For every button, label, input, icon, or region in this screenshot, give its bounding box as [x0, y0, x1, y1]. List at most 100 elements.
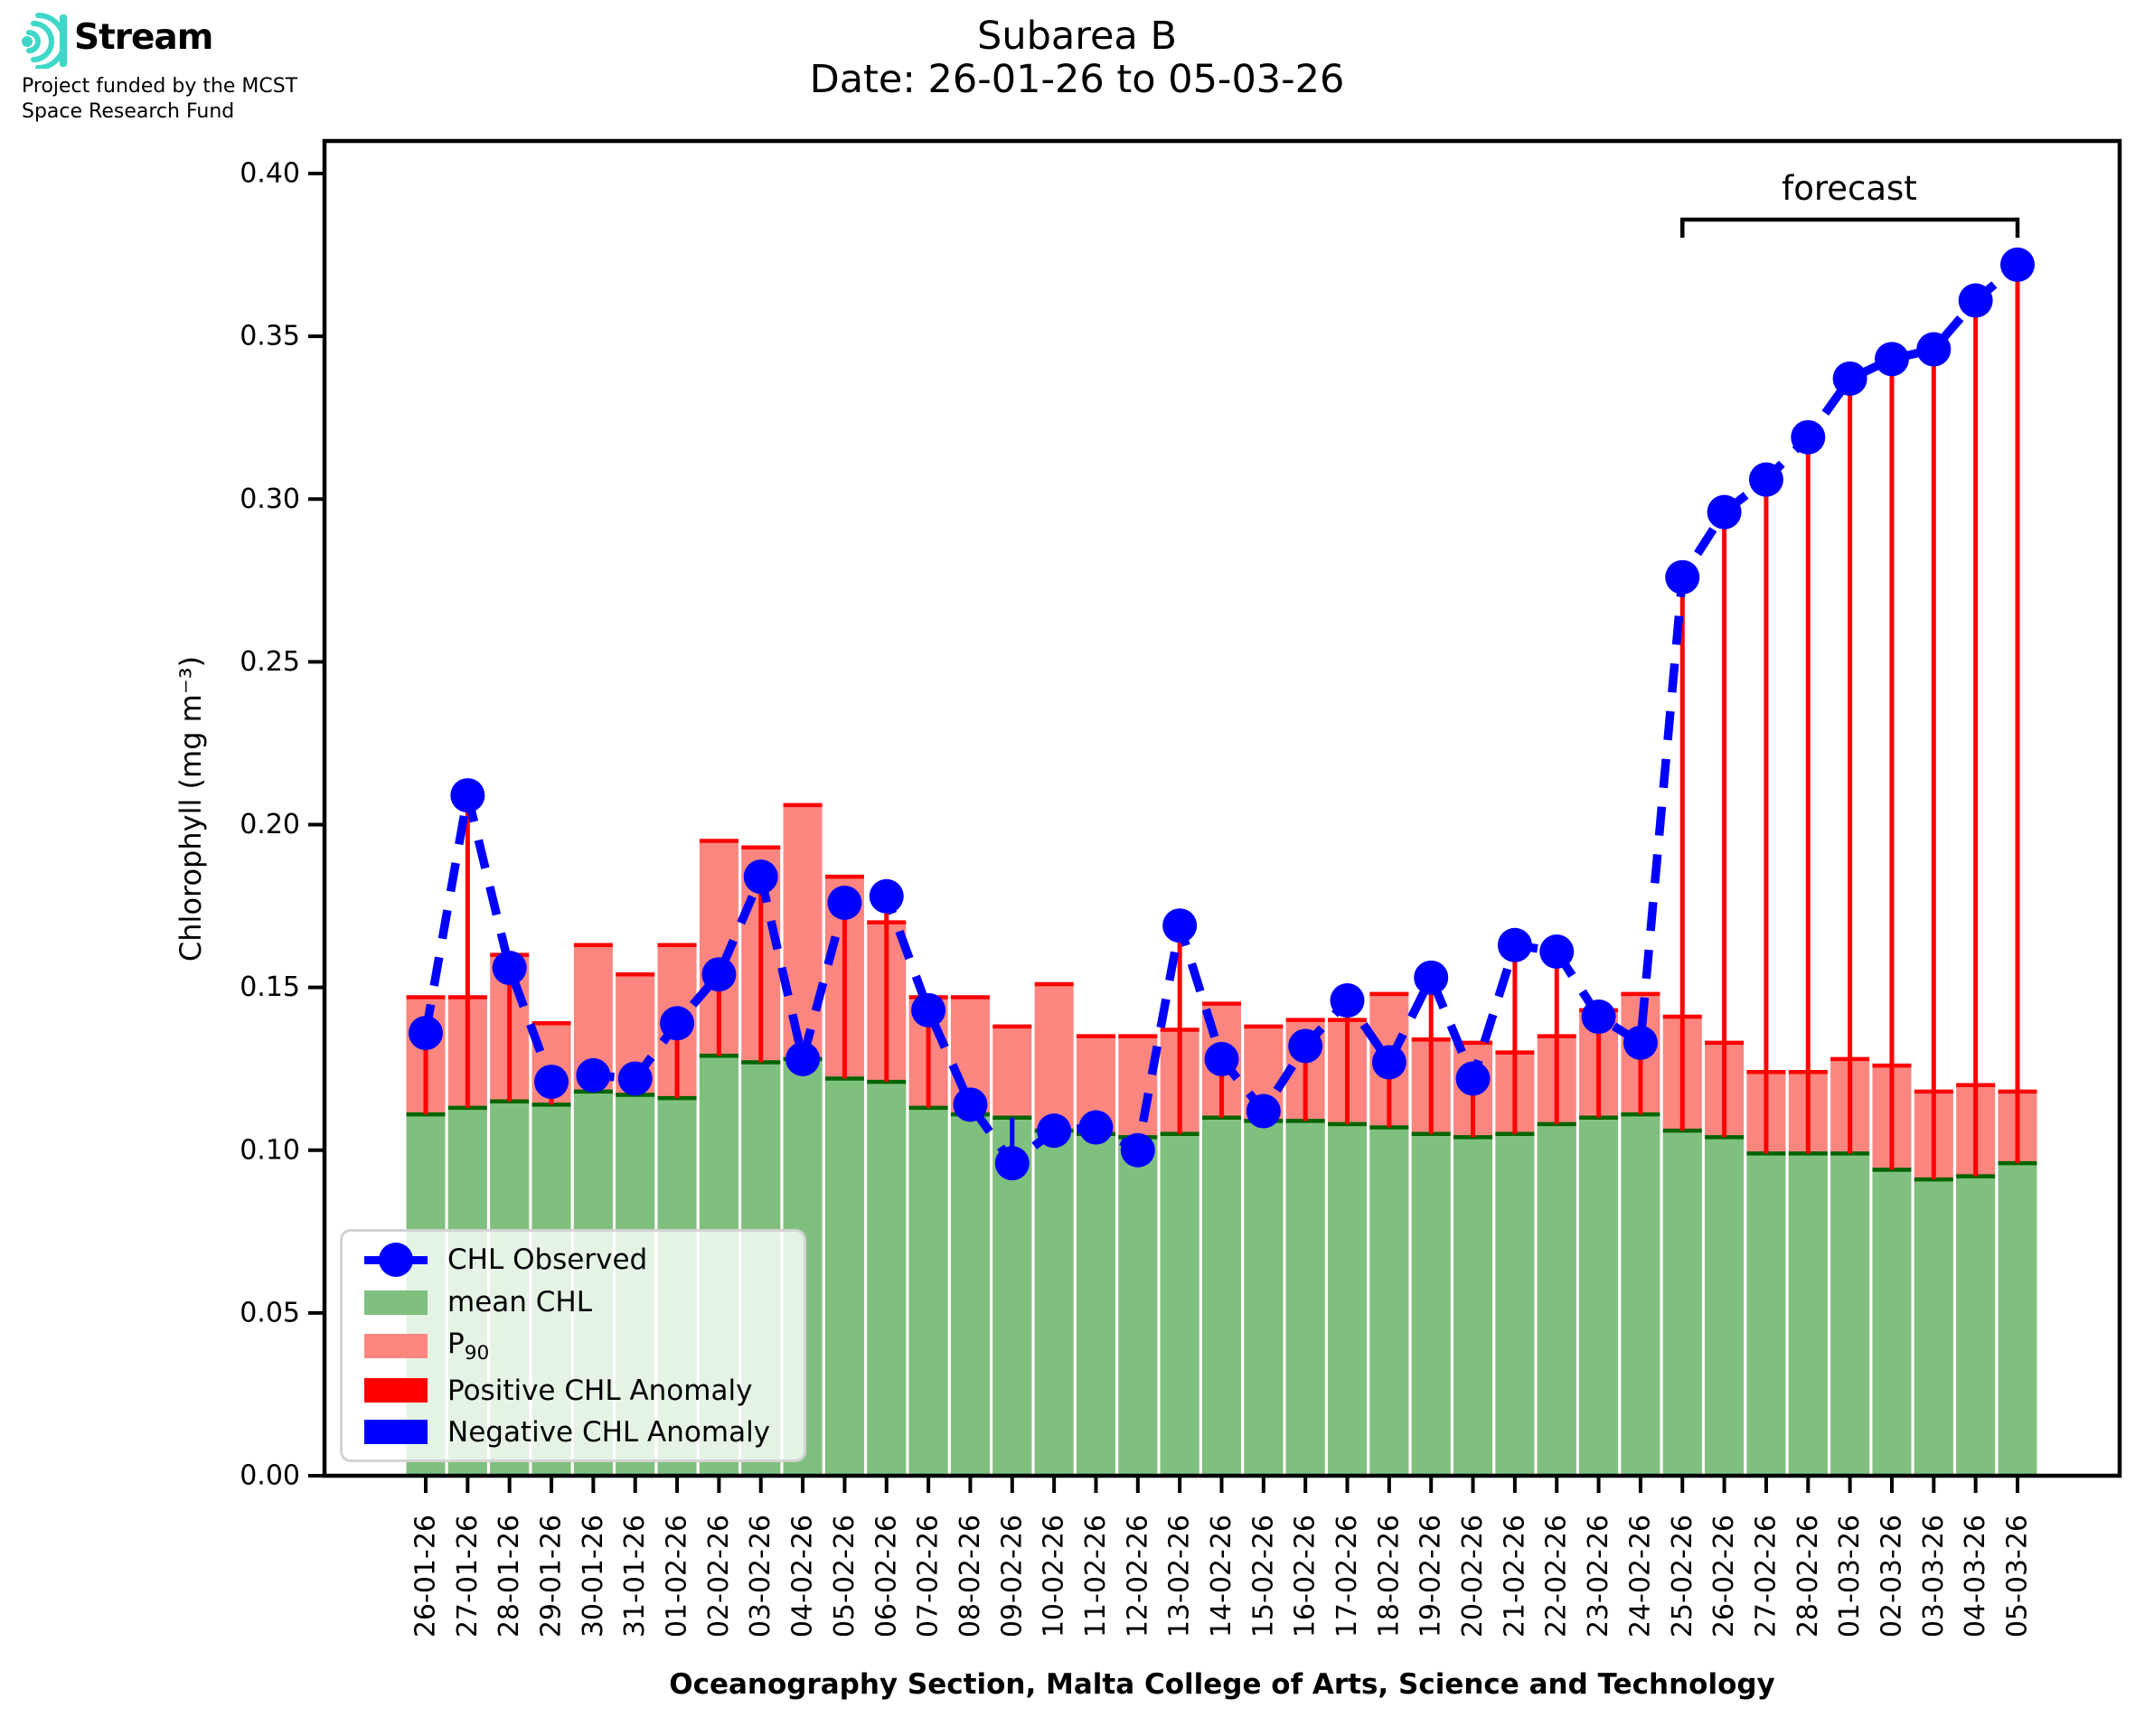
observed-dot: [1707, 494, 1742, 530]
legend-item-p90: P90: [343, 1328, 804, 1365]
x-tick-label: 26-02-26: [1708, 1515, 1740, 1637]
y-tick-label: 0.35: [240, 321, 300, 352]
y-tick-label: 0.30: [240, 483, 300, 515]
x-tick-label: 05-03-26: [2002, 1515, 2034, 1637]
x-tick-label: 16-02-26: [1290, 1515, 1322, 1637]
legend-label-negative: Negative CHL Anomaly: [447, 1415, 771, 1449]
x-tick-label: 03-03-26: [1918, 1515, 1950, 1637]
x-tick-label: 17-02-26: [1331, 1515, 1363, 1637]
negative-anomaly-swatch: [364, 1420, 428, 1445]
y-tick-label: 0.20: [240, 809, 300, 840]
x-tick-label: 24-02-26: [1624, 1515, 1656, 1637]
x-tick-label: 22-02-26: [1541, 1515, 1573, 1637]
x-tick-label: 14-02-26: [1206, 1515, 1237, 1637]
logo-subtitle-line2: Space Research Fund: [22, 100, 235, 124]
mean-bar: [1998, 1163, 2037, 1476]
forecast-bracket: [1680, 217, 2020, 238]
mean-bar: [1076, 1133, 1115, 1476]
mean-bar: [1202, 1117, 1241, 1476]
mean-bar: [908, 1107, 948, 1476]
stream-logo-icon: [22, 13, 67, 69]
observed-dot: [1748, 462, 1783, 497]
mean-bar: [1537, 1123, 1576, 1476]
page-title: Subarea B: [977, 14, 1177, 59]
p90-swatch: [364, 1334, 428, 1359]
x-tick-label: 28-02-26: [1792, 1515, 1824, 1637]
observed-dot: [953, 1087, 988, 1122]
observed-dot: [1791, 419, 1826, 455]
y-tick-label: 0.15: [240, 971, 300, 1003]
observed-dot: [1371, 1045, 1406, 1080]
observed-dot: [534, 1065, 569, 1100]
observed-dot: [1916, 332, 1952, 367]
observed-dots: [409, 247, 2035, 1181]
x-tick-label: 28-01-26: [494, 1515, 525, 1637]
x-tick-label: 10-02-26: [1039, 1515, 1070, 1637]
mean-chl-swatch: [364, 1290, 428, 1315]
mean-bar: [1411, 1133, 1451, 1476]
observed-dot: [1288, 1028, 1323, 1064]
mean-bar: [1369, 1127, 1409, 1476]
observed-dot: [1037, 1113, 1072, 1149]
logo-dot: [22, 36, 33, 47]
mean-bar: [1495, 1133, 1535, 1476]
logo-bar: [60, 14, 67, 67]
x-tick-label: 21-02-26: [1499, 1515, 1530, 1637]
observed-dot: [660, 1006, 695, 1041]
observed-dot: [1330, 983, 1365, 1018]
x-tick-label: 01-02-26: [662, 1515, 693, 1637]
observed-dot: [743, 859, 778, 895]
observed-dot: [1078, 1110, 1114, 1145]
plot-spines: [322, 138, 2122, 1478]
positive-anomaly-swatch: [364, 1378, 428, 1403]
mean-bar: [824, 1078, 864, 1476]
mean-bar: [1579, 1117, 1619, 1476]
observed-dot: [1497, 927, 1532, 962]
x-tick-label: 08-02-26: [955, 1515, 986, 1637]
legend: CHL Observed mean CHL P90 Positive CHL A…: [340, 1229, 806, 1462]
x-tick-label: 23-02-26: [1583, 1515, 1614, 1637]
logo-subtitle-line1: Project funded by the MCST: [22, 75, 298, 98]
observed-dot: [409, 1016, 443, 1051]
observed-dot: [450, 778, 485, 813]
observed-dot: [1455, 1061, 1491, 1096]
mean-bar: [1118, 1137, 1158, 1476]
x-tick-label: 25-02-26: [1667, 1515, 1698, 1637]
mean-bar: [1830, 1153, 1870, 1476]
anomaly-lines: [423, 264, 2020, 1180]
x-tick-label: 01-03-26: [1834, 1515, 1866, 1637]
legend-label-p90: P90: [447, 1328, 490, 1365]
mean-bar: [1872, 1169, 1912, 1476]
x-tick-label: 03-02-26: [745, 1515, 776, 1637]
mean-bar: [1705, 1137, 1745, 1476]
mean-bar: [1453, 1137, 1493, 1476]
x-tick-label: 07-02-26: [913, 1515, 945, 1637]
observed-dot: [1623, 1025, 1658, 1060]
x-tick-label: 04-03-26: [1960, 1515, 1991, 1637]
observed-dot: [1539, 934, 1575, 970]
x-tick-label: 27-01-26: [452, 1515, 484, 1637]
mean-bar: [1244, 1121, 1284, 1476]
observed-dot: [1162, 908, 1198, 943]
observed-dot: [1832, 361, 1867, 396]
mean-bar: [1914, 1179, 1953, 1476]
x-tick-label: 31-01-26: [619, 1515, 651, 1637]
x-tick-label: 19-02-26: [1416, 1515, 1447, 1637]
x-tick-label: 11-02-26: [1080, 1515, 1112, 1637]
observed-dot: [576, 1057, 611, 1093]
mean-bar: [1746, 1153, 1786, 1476]
plot-border: [322, 138, 2122, 1478]
legend-item-chl-observed: CHL Observed: [343, 1243, 804, 1278]
y-tick-label: 0.05: [240, 1297, 300, 1328]
observed-dot: [1665, 559, 1700, 595]
x-tick-label: 20-02-26: [1457, 1515, 1489, 1637]
mean-bar: [1285, 1121, 1325, 1476]
x-tick-label: 06-02-26: [870, 1515, 902, 1637]
x-tick-label: 13-02-26: [1164, 1515, 1196, 1637]
y-axis-ticks: 0.00 0.05 0.10 0.15 0.20 0.25 0.30 0.35 0.40: [240, 158, 325, 1492]
mean-bar: [1788, 1153, 1828, 1476]
observed-dot: [911, 992, 946, 1028]
x-tick-label: 26-01-26: [410, 1515, 442, 1637]
observed-dot: [2000, 247, 2035, 282]
